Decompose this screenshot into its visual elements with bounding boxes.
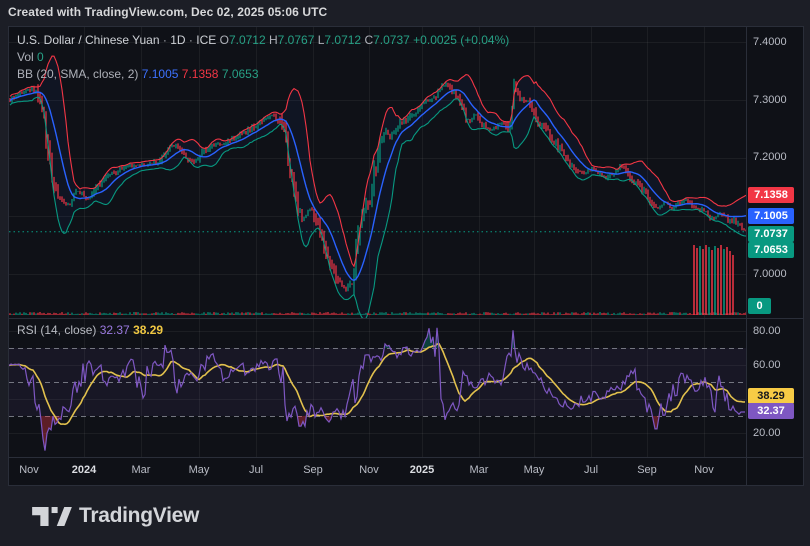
rsi-axis-badge: 32.37: [748, 403, 794, 419]
price-axis-badge: 0: [748, 298, 771, 314]
tradingview-logo-text: TradingView: [79, 504, 200, 527]
price-axis-badge: 7.0653: [748, 242, 794, 258]
tradingview-logo: TradingView: [32, 504, 199, 528]
rsi-axis-badge: 38.29: [748, 388, 794, 404]
time-axis-month-label: May: [523, 464, 545, 476]
time-axis-month-label: Mar: [131, 464, 151, 476]
time-axis-month-label: Nov: [694, 464, 714, 476]
price-axis-badge: 7.1005: [748, 208, 794, 224]
chart-plot: [9, 27, 803, 485]
time-axis-month-label: Mar: [469, 464, 489, 476]
rsi-axis-tick: 80.00: [753, 325, 781, 337]
attribution-text: Created with TradingView.com, Dec 02, 20…: [8, 5, 328, 19]
price-axis-badge: 7.1358: [748, 187, 794, 203]
rsi-axis-tick: 60.00: [753, 359, 781, 371]
time-axis-month-label: Sep: [637, 464, 657, 476]
time-axis-year-label: 2024: [71, 464, 97, 476]
time-axis-year-label: 2025: [409, 464, 435, 476]
time-axis-month-label: Nov: [19, 464, 39, 476]
rsi-axis-tick: 20.00: [753, 427, 781, 439]
price-axis-badge: 7.0737: [748, 226, 794, 242]
time-axis-month-label: Jul: [583, 464, 599, 476]
chart-frame: U.S. Dollar / Chinese Yuan · 1D · ICE O7…: [8, 26, 804, 486]
price-axis-tick: 7.4000: [753, 36, 787, 48]
price-axis-tick: 7.2000: [753, 151, 787, 163]
price-axis-tick: 7.0000: [753, 268, 787, 280]
time-axis-month-label: Jul: [248, 464, 264, 476]
time-axis-month-label: Sep: [303, 464, 323, 476]
time-axis-month-label: Nov: [359, 464, 379, 476]
time-axis-month-label: May: [188, 464, 210, 476]
tradingview-logo-icon: [32, 506, 72, 526]
price-axis-tick: 7.3000: [753, 94, 787, 106]
